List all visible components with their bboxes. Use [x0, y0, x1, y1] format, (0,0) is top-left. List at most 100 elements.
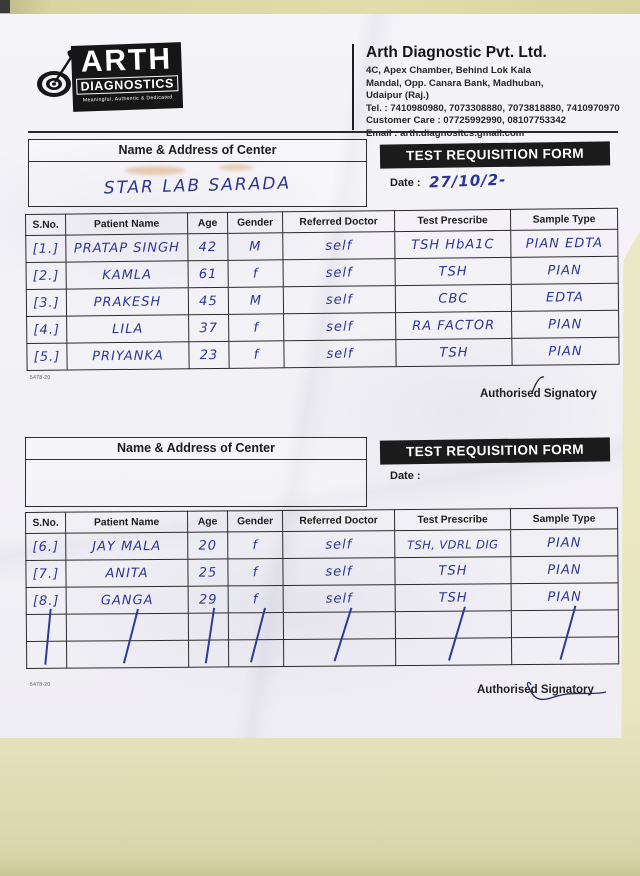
center-box-title: Name & Address of Center [29, 140, 366, 162]
cell-patient-name: LILA [112, 321, 144, 338]
cell-patient-name: GANGA [100, 592, 154, 609]
cell-sno: [3.] [33, 295, 60, 311]
date-row-2: Date : [390, 470, 429, 482]
cell-test-prescribe: TSH [438, 563, 468, 579]
col-patient-name: Patient Name [65, 212, 188, 236]
date-label: Date : [390, 470, 421, 482]
col-gender: Gender [227, 211, 283, 234]
cell-sample-type: PIAN [547, 535, 582, 551]
cell-test-prescribe: TSH [438, 590, 468, 606]
handwritten-center-name-empty [26, 470, 366, 479]
cell-gender: f [252, 565, 259, 581]
col-referred-doctor: Referred Doctor [282, 210, 395, 233]
signature-stroke-1 [531, 376, 545, 394]
paper-sheet: ARTH DIAGNOSTICS Meaningful, Authentic &… [0, 14, 640, 738]
col-test-prescribe: Test Prescribe [394, 209, 511, 232]
cell-gender: M [249, 293, 263, 309]
cell-referred-doctor: self [325, 537, 353, 553]
cell-sample-type: PIAN [548, 344, 583, 360]
cell-patient-name: ANITA [105, 566, 149, 582]
cell-sno: [7.] [32, 566, 60, 582]
cell-referred-doctor: self [326, 346, 354, 362]
cell-test-prescribe: RA FACTOR [412, 318, 496, 334]
cell-gender: f [253, 347, 260, 363]
form-code: 5478-20 [30, 682, 51, 688]
cell-age: 37 [199, 320, 219, 337]
cell-sample-type: PIAN [547, 589, 582, 605]
cell-sample-type: PIAN [547, 562, 582, 578]
form-code: 5478-20 [30, 375, 51, 381]
authorised-signatory-2: Authorised Signatory [477, 684, 594, 696]
cell-age: 20 [198, 538, 218, 554]
cell-sno: [1.] [32, 241, 60, 257]
col-sno: S.No. [25, 214, 66, 236]
cell-gender: M [249, 239, 262, 255]
brand-logo: ARTH DIAGNOSTICS Meaningful, Authentic &… [70, 42, 184, 112]
cell-sno: [6.] [32, 539, 60, 555]
col-sample-type: Sample Type [510, 507, 618, 530]
cell-age: 42 [198, 239, 218, 256]
cell-patient-name: KAMLA [102, 267, 153, 284]
date-label: Date : [390, 177, 421, 189]
form-title-1: TEST REQUISITION FORM [379, 141, 611, 169]
cell-age: 23 [199, 347, 219, 364]
cell-age: 25 [198, 565, 218, 581]
cell-sno: [5.] [33, 349, 61, 365]
col-gender: Gender [227, 510, 283, 532]
col-test-prescribe: Test Prescribe [394, 508, 511, 531]
cell-patient-name: JAY MALA [92, 538, 162, 555]
scanner-edge-top [0, 0, 640, 14]
authorised-signatory-1: Authorised Signatory [480, 388, 597, 400]
cell-gender: f [253, 320, 260, 336]
company-email: Email : arth.diagnositcs.gmail.com [366, 127, 525, 139]
scan-corner-artifact [0, 0, 10, 13]
cell-referred-doctor: self [325, 265, 353, 281]
cell-referred-doctor: self [326, 319, 354, 335]
company-address-line: 4C, Apex Chamber, Behind Lok Kala [366, 65, 531, 76]
center-address-box-1: Name & Address of Center STAR LAB SARADA [28, 139, 367, 207]
handwritten-center-name: STAR LAB SARADA [103, 173, 292, 199]
cell-sample-type: PIAN EDTA [525, 235, 604, 252]
company-address-line: Udaipur (Raj.) [366, 90, 429, 101]
cell-sample-type: PIAN [547, 263, 582, 279]
requisition-table-2: S.No. Patient Name Age Gender Referred D… [25, 507, 619, 669]
cell-test-prescribe: TSH [439, 345, 469, 361]
signature-stroke-2 [526, 681, 607, 701]
col-referred-doctor: Referred Doctor [282, 509, 395, 532]
brand-subname: DIAGNOSTICS [76, 75, 179, 95]
brand-name: ARTH [80, 42, 173, 79]
cell-referred-doctor: self [325, 564, 353, 580]
center-box-body [26, 460, 366, 505]
company-customer-care: Customer Care : 07725992990, 08107753342 [366, 115, 567, 126]
cell-gender: f [252, 266, 259, 282]
ink-stain [125, 166, 185, 175]
cell-test-prescribe: TSH [438, 264, 468, 280]
cell-sno: [2.] [32, 268, 60, 284]
cell-referred-doctor: self [325, 292, 353, 308]
col-age: Age [187, 510, 228, 533]
center-box-title: Name & Address of Center [26, 438, 366, 460]
cell-sample-type: PIAN [547, 317, 583, 333]
center-box-body: STAR LAB SARADA [29, 162, 366, 205]
cell-referred-doctor: self [325, 591, 353, 607]
cell-age: 45 [199, 293, 218, 310]
cell-age: 29 [198, 592, 218, 608]
cell-age: 61 [198, 266, 218, 283]
header-divider [352, 44, 354, 130]
form-title-2: TEST REQUISITION FORM [379, 437, 611, 465]
cell-patient-name: PRAKESH [93, 294, 162, 311]
cell-sno: [4.] [33, 322, 61, 338]
table-row: [5.] PRIYANKA 23 f self TSH PIAN [26, 337, 620, 371]
cell-test-prescribe: TSH, VDRL DIG [406, 536, 499, 552]
cell-test-prescribe: TSH HbA1C [411, 237, 495, 253]
center-address-box-2: Name & Address of Center [25, 437, 367, 507]
cell-sno: [8.] [32, 593, 60, 609]
header-rule [28, 131, 618, 133]
empty-struck-row [26, 636, 619, 669]
ink-stain [219, 164, 253, 171]
cell-gender: f [252, 592, 259, 608]
col-patient-name: Patient Name [65, 511, 188, 534]
handwritten-date: 27/10/2- [428, 170, 507, 192]
date-row-1: Date : 27/10/2- [390, 170, 507, 192]
brand-tagline: Meaningful, Authentic & Dedicated [82, 94, 173, 104]
